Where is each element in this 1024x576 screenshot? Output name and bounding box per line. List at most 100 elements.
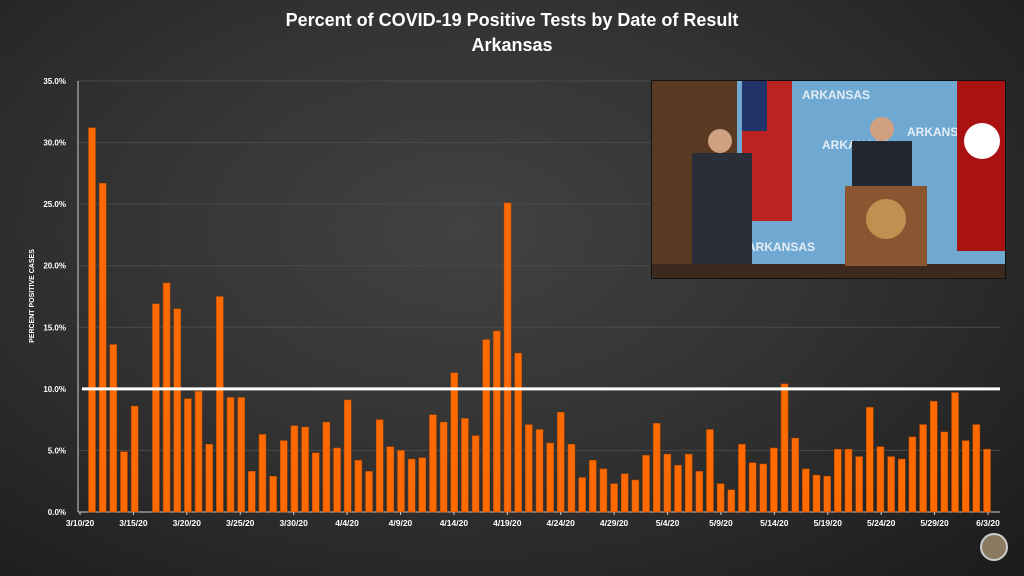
x-tick-label: 4/29/20	[600, 518, 629, 528]
bar	[120, 451, 128, 513]
bar	[407, 458, 416, 513]
bar	[258, 434, 267, 513]
bar	[375, 419, 384, 513]
bar	[290, 425, 299, 513]
bar	[333, 447, 341, 513]
y-tick-label: 5.0%	[48, 446, 66, 455]
bar	[759, 463, 767, 513]
bar	[557, 412, 565, 513]
bar	[652, 423, 661, 513]
bar	[972, 424, 981, 513]
bar	[663, 453, 672, 513]
bar	[610, 483, 618, 513]
bar	[642, 455, 650, 513]
bar	[876, 446, 885, 513]
x-tick-label: 3/10/20	[66, 518, 95, 528]
bar	[312, 452, 320, 513]
y-tick-label: 15.0%	[43, 323, 66, 332]
bar	[418, 457, 427, 513]
bar	[631, 479, 640, 513]
bar	[439, 421, 448, 513]
chart-title: Percent of COVID-19 Positive Tests by Da…	[285, 10, 739, 30]
x-tick-label: 5/9/20	[709, 518, 733, 528]
bar	[929, 400, 938, 513]
bar	[695, 471, 704, 513]
bar	[184, 398, 192, 513]
bar	[98, 182, 107, 513]
bar	[684, 453, 693, 513]
x-tick-label: 5/14/20	[760, 518, 789, 528]
x-tick-label: 3/25/20	[226, 518, 255, 528]
bar	[866, 407, 874, 513]
video-inset: ARKANSAS ARKANSAS ARKANSAS ARKANSAS	[651, 80, 1006, 279]
bar	[397, 450, 405, 513]
y-tick-label: 35.0%	[43, 77, 66, 86]
y-tick-label: 30.0%	[43, 139, 66, 148]
chart-subtitle: Arkansas	[471, 35, 553, 55]
backdrop-text: ARKANSAS	[802, 88, 870, 102]
bar	[130, 405, 139, 513]
x-tick-label: 5/4/20	[656, 518, 680, 528]
backdrop-text: ARKANSAS	[747, 240, 815, 254]
y-tick-label: 25.0%	[43, 200, 66, 209]
bar	[162, 282, 171, 513]
bar	[567, 444, 576, 513]
x-tick-label: 5/29/20	[920, 518, 949, 528]
bar	[173, 308, 181, 513]
bar	[301, 426, 309, 513]
x-tick-label: 4/19/20	[493, 518, 522, 528]
y-tick-label: 20.0%	[43, 262, 66, 271]
bar	[898, 458, 906, 513]
x-tick-label: 5/24/20	[867, 518, 896, 528]
bar	[844, 448, 853, 513]
bar	[855, 456, 863, 513]
bar	[546, 442, 554, 513]
y-tick-label: 10.0%	[43, 385, 66, 394]
bar	[716, 483, 725, 513]
bar	[152, 303, 160, 513]
state-seal-icon	[980, 533, 1008, 561]
bar	[578, 477, 586, 513]
x-tick-label: 3/30/20	[279, 518, 308, 528]
bar	[834, 448, 842, 513]
bar	[429, 414, 437, 513]
bar	[88, 127, 96, 513]
y-tick-label: 0.0%	[48, 508, 66, 517]
bar	[194, 391, 203, 513]
bar	[961, 440, 970, 513]
bar	[386, 446, 395, 513]
bar	[727, 489, 736, 513]
bar	[738, 444, 746, 513]
bar	[205, 444, 213, 513]
bar	[343, 399, 352, 513]
bar	[514, 352, 522, 513]
bar	[365, 471, 373, 513]
x-tick-label: 3/15/20	[119, 518, 148, 528]
bar	[493, 330, 501, 513]
bar	[748, 462, 757, 513]
bar	[226, 397, 235, 513]
bar	[535, 429, 544, 513]
bar	[802, 468, 810, 513]
x-tick-label: 4/24/20	[547, 518, 576, 528]
bar	[780, 383, 789, 513]
bar	[503, 202, 512, 513]
bar	[940, 431, 949, 513]
bar	[450, 372, 459, 513]
bar	[471, 435, 480, 513]
bar	[823, 476, 831, 513]
bar	[599, 468, 608, 513]
bar	[983, 448, 991, 513]
bar	[248, 471, 256, 513]
x-tick-label: 4/14/20	[440, 518, 469, 528]
bar	[919, 424, 927, 513]
x-tick-label: 3/20/20	[173, 518, 202, 528]
bar	[674, 464, 682, 513]
bar	[589, 460, 597, 513]
bar	[269, 476, 277, 513]
bar	[951, 392, 959, 513]
x-tick-label: 4/4/20	[335, 518, 359, 528]
bar	[482, 339, 490, 513]
bar	[237, 397, 245, 513]
